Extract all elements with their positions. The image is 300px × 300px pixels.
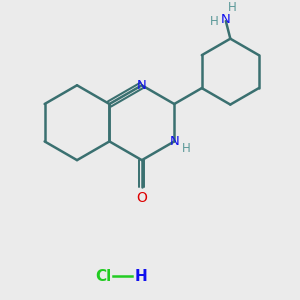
Text: H: H — [210, 15, 219, 28]
Text: H: H — [134, 269, 147, 284]
Text: Cl: Cl — [95, 269, 111, 284]
Text: N: N — [137, 79, 147, 92]
Text: N: N — [221, 13, 231, 26]
Text: H: H — [182, 142, 190, 155]
Text: O: O — [136, 191, 147, 205]
Text: H: H — [228, 1, 237, 14]
Text: N: N — [169, 135, 179, 148]
